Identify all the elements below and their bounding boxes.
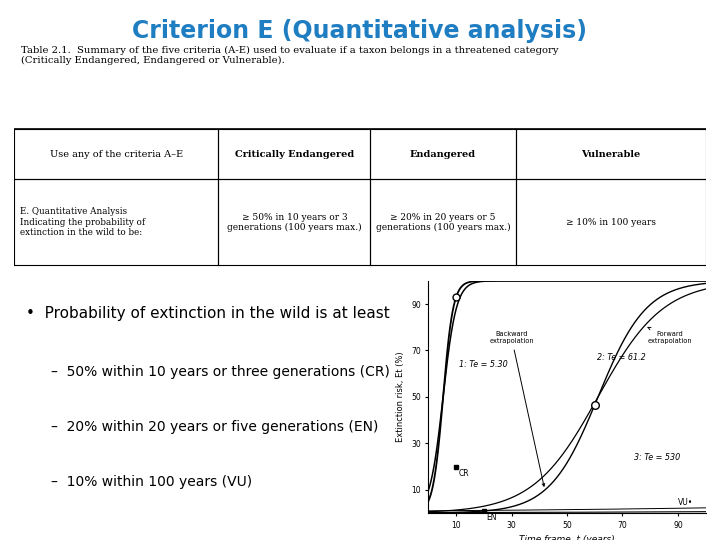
Text: Vulnerable: Vulnerable	[581, 150, 640, 159]
Text: ≥ 50% in 10 years or 3
generations (100 years max.): ≥ 50% in 10 years or 3 generations (100 …	[227, 213, 361, 232]
Text: Use any of the criteria A–E: Use any of the criteria A–E	[50, 150, 183, 159]
Text: E. Quantitative Analysis
Indicating the probability of
extinction in the wild to: E. Quantitative Analysis Indicating the …	[20, 207, 145, 237]
Text: 1: Te = 5.30: 1: Te = 5.30	[459, 360, 508, 369]
Text: 2: Te = 61.2: 2: Te = 61.2	[598, 353, 647, 362]
Text: CR: CR	[459, 469, 469, 478]
Text: –  10% within 100 years (VU): – 10% within 100 years (VU)	[50, 475, 252, 489]
Text: VU•: VU•	[678, 498, 693, 507]
Text: Backward
extrapolation: Backward extrapolation	[490, 332, 545, 486]
Text: Forward
extrapolation: Forward extrapolation	[647, 327, 692, 345]
Text: –  20% within 20 years or five generations (EN): – 20% within 20 years or five generation…	[50, 420, 378, 434]
Text: ≥ 10% in 100 years: ≥ 10% in 100 years	[566, 218, 656, 227]
Text: •  Probability of extinction in the wild is at least: • Probability of extinction in the wild …	[27, 306, 390, 321]
X-axis label: Time frame, t (years): Time frame, t (years)	[519, 535, 615, 540]
Text: EN: EN	[486, 514, 497, 522]
Text: Endangered: Endangered	[410, 150, 476, 159]
Text: –  50% within 10 years or three generations (CR): – 50% within 10 years or three generatio…	[50, 365, 390, 379]
Y-axis label: Extinction risk, Et (%): Extinction risk, Et (%)	[397, 352, 405, 442]
Text: Table 2.1.  Summary of the five criteria (A-E) used to evaluate if a taxon belon: Table 2.1. Summary of the five criteria …	[22, 45, 559, 65]
Text: ≥ 20% in 20 years or 5
generations (100 years max.): ≥ 20% in 20 years or 5 generations (100 …	[376, 213, 510, 232]
Text: Criterion E (Quantitative analysis): Criterion E (Quantitative analysis)	[132, 19, 588, 43]
Text: Critically Endangered: Critically Endangered	[235, 150, 354, 159]
Text: 3: Te = 530: 3: Te = 530	[634, 453, 680, 462]
